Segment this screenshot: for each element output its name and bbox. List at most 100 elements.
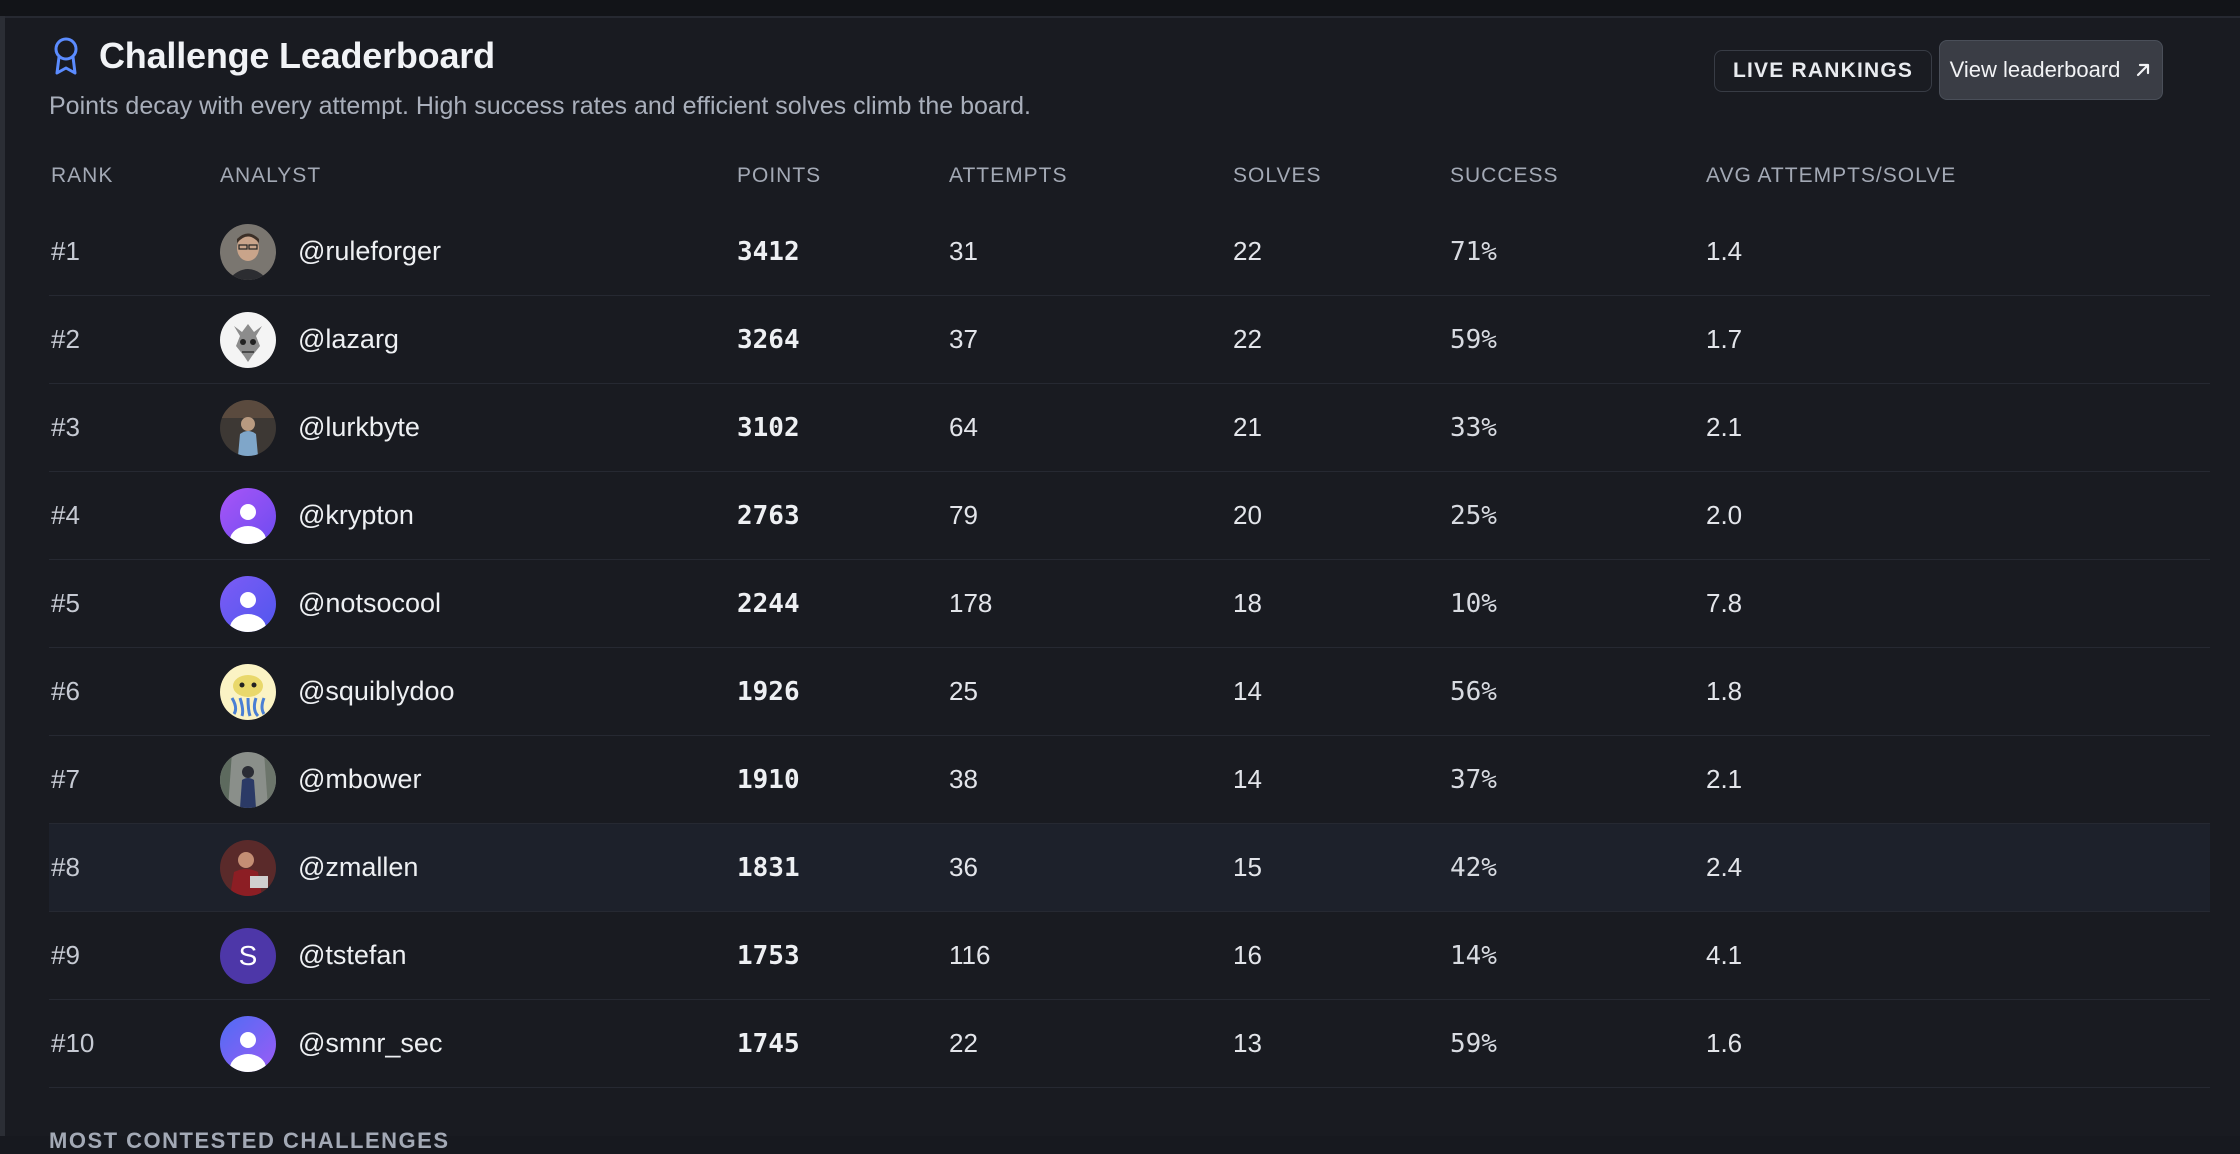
- rank-cell: #7: [51, 764, 80, 794]
- solves-cell: 21: [1233, 412, 1262, 442]
- analyst-handle[interactable]: @ruleforger: [298, 236, 441, 266]
- rank-cell: #8: [51, 852, 80, 882]
- attempts-cell: 25: [949, 676, 978, 706]
- attempts-cell: 38: [949, 764, 978, 794]
- rank-cell: #6: [51, 676, 80, 706]
- table-row[interactable]: #4 @krypton 2763 79 20 25% 2.0: [49, 472, 2210, 560]
- table-row[interactable]: #9 S @tstefan 1753 116 16 14% 4.1: [49, 912, 2210, 1000]
- table-row[interactable]: #7 @mbower 1910 38 14 37% 2.1: [49, 736, 2210, 824]
- success-cell: 25%: [1450, 500, 1497, 531]
- analyst-cell[interactable]: @lurkbyte: [220, 384, 420, 471]
- analyst-cell[interactable]: S @tstefan: [220, 912, 406, 999]
- live-rankings-badge: LIVE RANKINGS: [1714, 50, 1933, 92]
- avatar: [220, 1015, 276, 1072]
- solves-cell: 15: [1233, 852, 1262, 882]
- top-bar: [0, 0, 2240, 18]
- analyst-handle[interactable]: @tstefan: [298, 940, 407, 970]
- analyst-cell[interactable]: @notsocool: [220, 560, 441, 647]
- table-row[interactable]: #5 @notsocool 2244 178 18 10% 7.8: [49, 560, 2210, 648]
- success-cell: 10%: [1450, 588, 1497, 619]
- rank-cell: #9: [51, 940, 80, 970]
- rank-cell: #4: [51, 500, 80, 530]
- analyst-handle[interactable]: @smnr_sec: [298, 1028, 443, 1058]
- points-cell: 1910: [737, 764, 800, 795]
- avg-attempts-cell: 2.1: [1706, 412, 1743, 442]
- success-cell: 71%: [1450, 236, 1497, 267]
- rank-cell: #2: [51, 324, 80, 354]
- page-title: Challenge Leaderboard: [99, 35, 495, 76]
- solves-cell: 14: [1233, 676, 1262, 706]
- solves-cell: 22: [1233, 324, 1262, 354]
- success-cell: 33%: [1450, 412, 1497, 443]
- points-cell: 2244: [737, 588, 800, 619]
- table-header: RANK ANALYST POINTS ATTEMPTS SOLVES SUCC…: [49, 148, 2210, 208]
- avatar: [220, 223, 276, 280]
- analyst-handle[interactable]: @lurkbyte: [298, 412, 420, 442]
- avg-attempts-cell: 4.1: [1706, 940, 1743, 970]
- avg-attempts-cell: 2.0: [1706, 500, 1743, 530]
- solves-cell: 22: [1233, 236, 1262, 266]
- attempts-cell: 31: [949, 236, 978, 266]
- attempts-cell: 116: [949, 940, 991, 970]
- analyst-cell[interactable]: @lazarg: [220, 296, 399, 383]
- table-row[interactable]: #10 @smnr_sec 1745 22 13 59% 1.6: [49, 1000, 2210, 1088]
- analyst-cell[interactable]: @ruleforger: [220, 208, 441, 295]
- points-cell: 1745: [737, 1028, 800, 1059]
- avg-attempts-cell: 1.7: [1706, 324, 1743, 354]
- solves-cell: 20: [1233, 500, 1262, 530]
- column-header-success[interactable]: SUCCESS: [1450, 164, 1559, 187]
- solves-cell: 14: [1233, 764, 1262, 794]
- avg-attempts-cell: 1.4: [1706, 236, 1743, 266]
- avatar: [220, 311, 276, 368]
- analyst-cell[interactable]: @zmallen: [220, 824, 418, 911]
- analyst-cell[interactable]: @krypton: [220, 472, 414, 559]
- avatar-initial: S: [238, 939, 258, 971]
- success-cell: 59%: [1450, 1028, 1497, 1059]
- table-row[interactable]: #1 @ruleforger 3412 31 22 71%: [49, 208, 2210, 296]
- analyst-handle[interactable]: @lazarg: [298, 324, 399, 354]
- column-header-rank[interactable]: RANK: [51, 164, 114, 187]
- analyst-cell[interactable]: @mbower: [220, 736, 421, 823]
- avatar: [220, 751, 276, 808]
- success-cell: 56%: [1450, 676, 1497, 707]
- page-subtitle: Points decay with every attempt. High su…: [49, 92, 1031, 120]
- analyst-handle[interactable]: @mbower: [298, 764, 422, 794]
- table-row[interactable]: #8 @zmallen 1831 36 15 42% 2.4: [49, 824, 2210, 912]
- analyst-cell[interactable]: @squiblydoo: [220, 648, 455, 735]
- default-user-icon: [220, 487, 276, 544]
- solves-cell: 16: [1233, 940, 1262, 970]
- avatar: [220, 839, 276, 896]
- table-row[interactable]: #6 @squiblydoo 1926 25 14 56% 1.8: [49, 648, 2210, 736]
- column-header-attempts[interactable]: ATTEMPTS: [949, 164, 1068, 187]
- analyst-handle[interactable]: @notsocool: [298, 588, 441, 618]
- success-cell: 59%: [1450, 324, 1497, 355]
- arrow-up-right-icon: [2137, 63, 2150, 77]
- solves-cell: 13: [1233, 1028, 1262, 1058]
- view-leaderboard-label: View leaderboard: [1949, 57, 2121, 82]
- view-leaderboard-button[interactable]: View leaderboard: [1939, 40, 2163, 100]
- avatar: S: [220, 927, 276, 984]
- attempts-cell: 64: [949, 412, 978, 442]
- column-header-analyst[interactable]: ANALYST: [220, 164, 322, 187]
- analyst-cell[interactable]: @smnr_sec: [220, 1000, 442, 1087]
- analyst-handle[interactable]: @zmallen: [298, 852, 419, 882]
- column-header-points[interactable]: POINTS: [737, 164, 822, 187]
- rank-cell: #10: [51, 1028, 95, 1058]
- table-row[interactable]: #3 @lurkbyte 3102 64 21 33% 2.1: [49, 384, 2210, 472]
- points-cell: 2763: [737, 500, 800, 531]
- success-cell: 42%: [1450, 852, 1497, 883]
- analyst-handle[interactable]: @squiblydoo: [298, 676, 455, 706]
- leaderboard-table: RANK ANALYST POINTS ATTEMPTS SOLVES SUCC…: [49, 148, 2210, 1088]
- table-row[interactable]: #2 @lazarg 3264 37 22 59% 1.7: [49, 296, 2210, 384]
- attempts-cell: 178: [949, 588, 993, 618]
- next-section-title: MOST CONTESTED CHALLENGES: [49, 1128, 450, 1153]
- rank-cell: #3: [51, 412, 80, 442]
- avg-attempts-cell: 1.6: [1706, 1028, 1743, 1058]
- column-header-solves[interactable]: SOLVES: [1233, 164, 1322, 187]
- avatar: [220, 487, 276, 544]
- title-row: Challenge Leaderboard: [49, 28, 1031, 84]
- award-ribbon-icon: [54, 37, 78, 75]
- default-user-icon: [220, 1015, 276, 1072]
- analyst-handle[interactable]: @krypton: [298, 500, 414, 530]
- column-header-avg-attempts[interactable]: AVG ATTEMPTS/SOLVE: [1706, 164, 1957, 187]
